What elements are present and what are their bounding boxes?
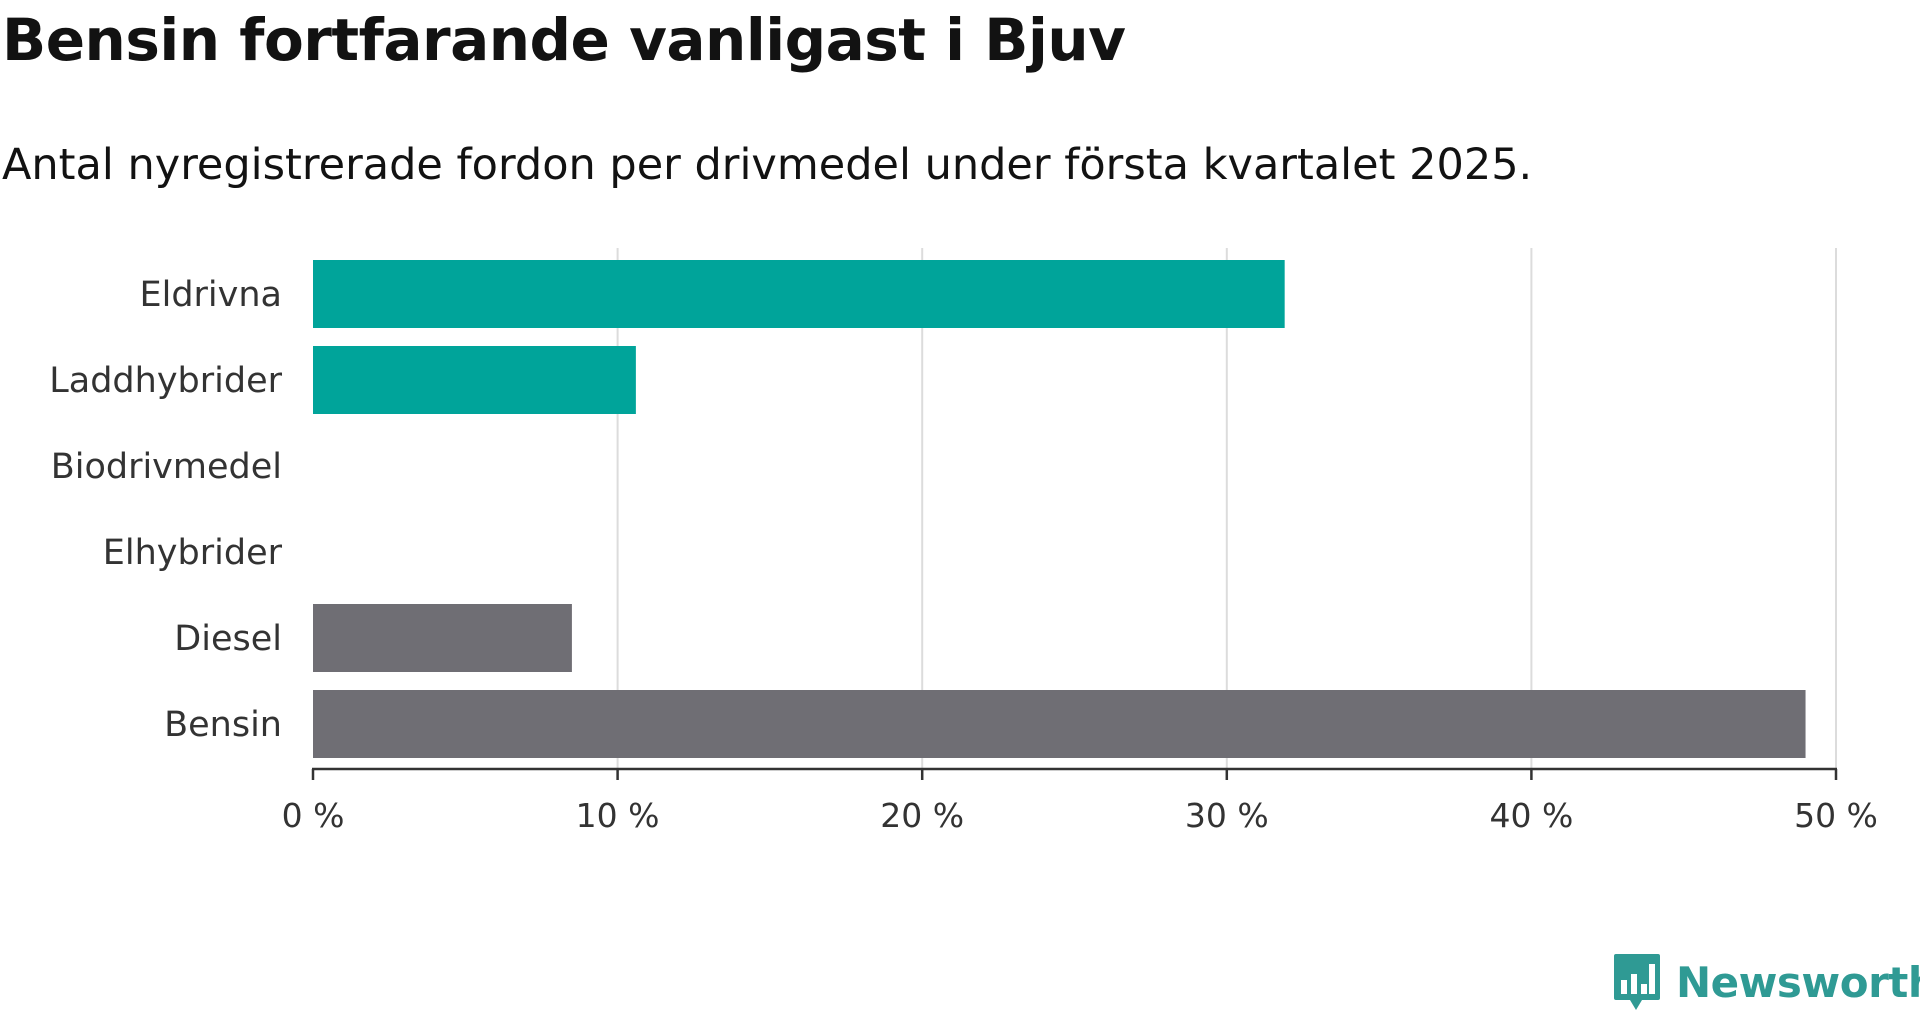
bar-eldrivna (313, 260, 1285, 328)
bar-chart: 0 % 10 % 20 % 30 % 40 % 50 % Eldrivna Laddhybr… (49, 248, 1878, 835)
x-tick-label-20: 20 % (880, 796, 964, 835)
category-label-laddhybrider: Laddhybrider (49, 361, 282, 401)
gridlines (616, 248, 1837, 769)
category-label-biodrivmedel: Biodrivmedel (51, 447, 282, 487)
category-label-bensin: Bensin (164, 705, 282, 745)
category-label-diesel: Diesel (174, 619, 282, 659)
bar-diesel (313, 604, 572, 672)
x-tick-label-30: 30 % (1185, 796, 1269, 835)
category-labels: Eldrivna Laddhybrider Biodrivmedel Elhybrid… (49, 275, 282, 745)
bar-laddhybrider (313, 346, 636, 414)
chart-subtitle: Antal nyregistrerade fordon per drivmede… (2, 140, 1533, 190)
x-tick-label-40: 40 % (1489, 796, 1573, 835)
newsworthy-logo-icon (1614, 954, 1660, 1010)
x-tick-label-0: 0 % (282, 796, 345, 835)
bar-bensin (313, 690, 1806, 758)
bars (313, 260, 1806, 758)
chart-title: Bensin fortfarande vanligast i Bjuv (2, 6, 1126, 74)
category-label-elhybrider: Elhybrider (103, 533, 283, 573)
x-tick-label-50: 50 % (1794, 796, 1878, 835)
x-axis: 0 % 10 % 20 % 30 % 40 % 50 % (282, 767, 1878, 835)
category-label-eldrivna: Eldrivna (139, 275, 282, 315)
x-tick-label-10: 10 % (576, 796, 660, 835)
brand-name: Newsworthy (1676, 957, 1920, 1007)
newsworthy-logo: Newsworthy (1612, 952, 1920, 1012)
